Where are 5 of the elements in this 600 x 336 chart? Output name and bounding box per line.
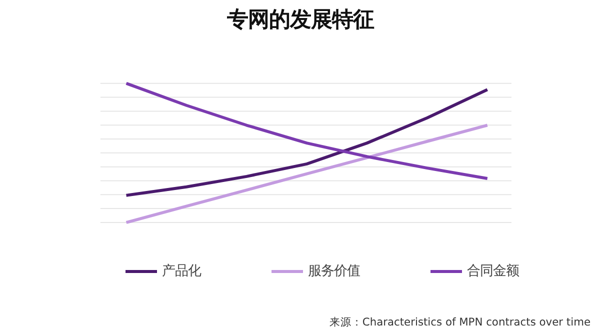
legend-label: 合同金额 — [467, 262, 519, 280]
legend-label: 服务价值 — [308, 263, 360, 280]
legend-label: 产品化 — [162, 262, 201, 280]
chart-title: 专网的发展特征 — [226, 8, 374, 32]
source-note: 来源：Characteristics of MPN contracts over time — [329, 316, 591, 328]
